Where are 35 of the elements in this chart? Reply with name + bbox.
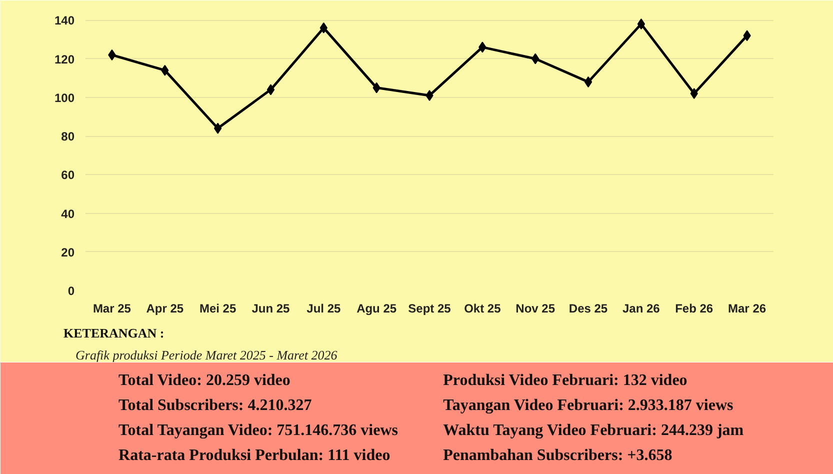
text: Rata-rata Produksi Perbulan: 111 video: [118, 447, 390, 464]
x-tick-label: Mei 25: [199, 302, 236, 316]
y-tick-label: 80: [61, 130, 75, 144]
x-tick-label: Okt 25: [464, 302, 502, 316]
text: Produksi Video Februari: 132 video: [443, 372, 688, 389]
text: Waktu Tayang Video Februari: 244.239 jam: [443, 422, 744, 439]
x-tick-label: Sept 25: [408, 302, 452, 316]
y-tick-label: 40: [61, 206, 75, 221]
x-tick-label: Jul 25: [306, 302, 341, 316]
text: KETERANGAN :: [64, 326, 164, 340]
point: [637, 18, 646, 30]
y-tick-label: 60: [61, 168, 75, 182]
y-tick-label: 120: [54, 52, 75, 66]
y-tick-label: 20: [61, 245, 75, 260]
x-tick-label: Jun 25: [252, 302, 290, 316]
y-tick-label: 100: [54, 90, 75, 105]
x-tick-label: Jan 26: [622, 302, 660, 316]
text: Grafik produksi Periode Maret 2025 - Maret 2026: [76, 348, 338, 362]
x-tick-label: Mar 26: [728, 302, 766, 316]
text: Total Tayangan Video: 751.146.736 views: [118, 422, 398, 439]
x-tick-label: Apr 25: [146, 302, 184, 316]
text: Tayangan Video Februari: 2.933.187 views: [443, 397, 734, 414]
point: [584, 76, 592, 88]
text: Total Video: 20.259 video: [118, 372, 290, 389]
text: Penambahan Subscribers: +3.658: [443, 447, 672, 464]
text: Total Subscribers: 4.210.327: [118, 397, 312, 414]
point: [214, 122, 222, 134]
y-tick-label: 140: [54, 14, 75, 28]
x-tick-label: Nov 25: [516, 302, 556, 316]
x-tick-label: Feb 26: [675, 302, 714, 316]
x-tick-label: Mar 25: [92, 302, 132, 316]
y-tick-label: 0: [68, 284, 75, 298]
x-tick-label: Agu 25: [356, 302, 397, 316]
x-tick-label: Des 25: [568, 302, 608, 316]
point: [266, 84, 275, 96]
